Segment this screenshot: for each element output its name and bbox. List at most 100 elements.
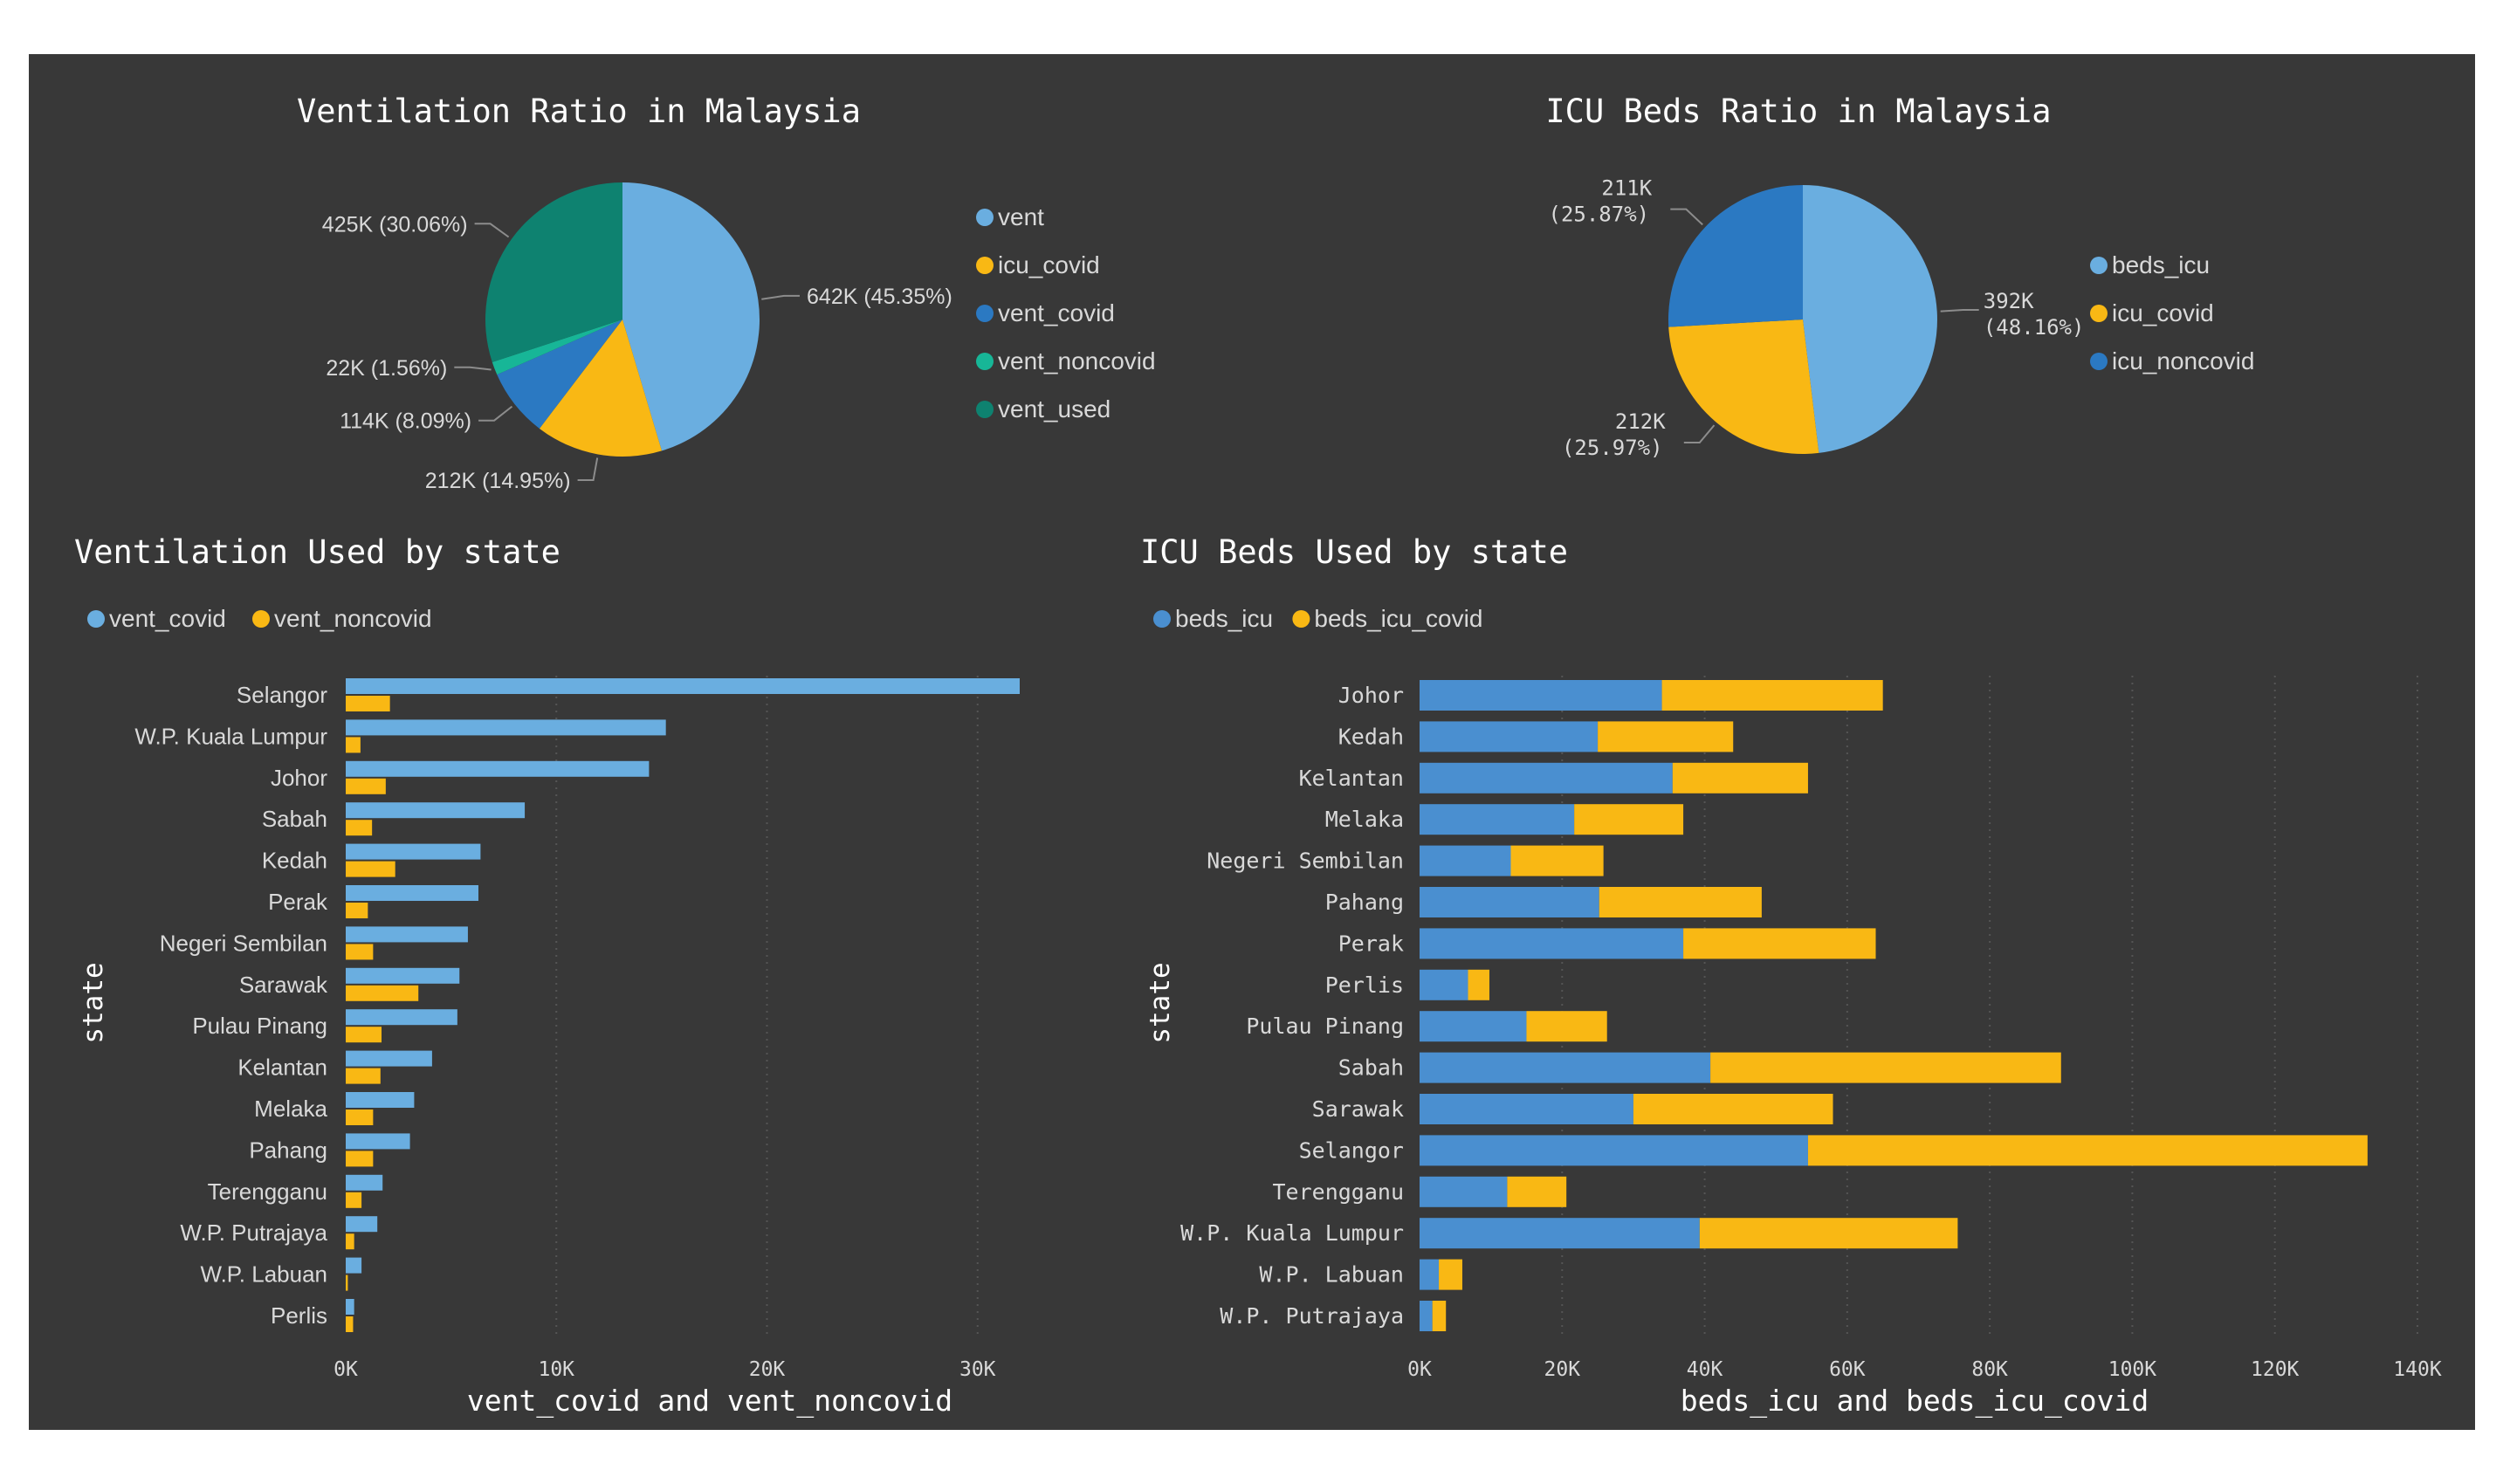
bar-beds-icu xyxy=(1420,887,1599,917)
pie-slice-vent-covid xyxy=(497,319,622,429)
category-label: Kedah xyxy=(1338,724,1404,749)
category-label: Pahang xyxy=(249,1137,327,1163)
pie-leader-line xyxy=(454,366,492,371)
x-tick-label: 100K xyxy=(2108,1358,2157,1381)
legend-marker xyxy=(976,209,994,226)
icu-bar-y-axis-title: state xyxy=(1145,962,1176,1043)
bar-vent-noncovid xyxy=(346,903,368,918)
bar-vent-noncovid xyxy=(346,1192,362,1208)
pie-data-label: 212K (14.95%) xyxy=(425,469,571,493)
bar-vent-covid xyxy=(346,843,481,860)
pie-leader-line xyxy=(577,457,599,481)
legend-marker xyxy=(976,353,994,370)
dashboard-canvas: Ventilation Ratio in Malaysia ICU Beds R… xyxy=(29,54,2475,1430)
pie-data-label-percent: (48.16%) xyxy=(1984,315,2085,340)
pie-data-label-percent: (25.87%) xyxy=(1549,203,1650,227)
bar-vent-noncovid xyxy=(346,1274,348,1291)
pie-leader-line xyxy=(474,223,510,238)
bar-vent-noncovid xyxy=(346,1316,354,1332)
bar-vent-noncovid xyxy=(346,737,361,753)
category-label: Johor xyxy=(1338,683,1404,708)
pie-slice-vent-noncovid xyxy=(492,319,622,375)
pie-slice-vent-used xyxy=(485,182,622,362)
ventilation-pie-title: Ventilation Ratio in Malaysia xyxy=(297,93,861,130)
x-tick-label: 20K xyxy=(749,1358,786,1381)
icu-pie-title: ICU Beds Ratio in Malaysia xyxy=(1545,93,2051,130)
category-label: Perlis xyxy=(1325,972,1404,998)
category-label: W.P. Labuan xyxy=(200,1261,327,1288)
category-label: W.P. Labuan xyxy=(1259,1262,1404,1288)
legend-label: icu_noncovid xyxy=(2112,347,2254,374)
bar-vent-noncovid xyxy=(346,1068,381,1084)
category-label: Perak xyxy=(1338,931,1404,956)
legend-label: beds_icu_covid xyxy=(1314,605,1482,632)
category-label: Sarawak xyxy=(1312,1096,1404,1122)
bar-beds-icu-covid xyxy=(1432,1301,1447,1331)
x-tick-label: 60K xyxy=(1829,1358,1866,1381)
ventilation-bar-title: Ventilation Used by state xyxy=(74,533,560,571)
bar-beds-icu-covid xyxy=(1683,928,1876,959)
pie-slice-beds-icu xyxy=(1803,185,1937,453)
bar-beds-icu-covid xyxy=(1574,804,1684,835)
bar-vent-covid xyxy=(346,926,468,943)
pie-slice-icu-covid xyxy=(539,319,663,457)
category-label: Sarawak xyxy=(239,972,328,998)
bar-beds-icu xyxy=(1420,721,1599,752)
category-label: Melaka xyxy=(254,1096,327,1122)
category-label: Negeri Sembilan xyxy=(160,930,327,956)
dashboard-svg: Ventilation Ratio in Malaysia ICU Beds R… xyxy=(74,93,2442,1419)
legend-marker xyxy=(976,401,994,418)
bar-beds-icu xyxy=(1420,762,1673,794)
bar-vent-noncovid xyxy=(346,1151,374,1167)
pie-data-label: 425K (30.06%) xyxy=(322,212,468,237)
category-label: W.P. Kuala Lumpur xyxy=(1180,1220,1404,1246)
bar-vent-noncovid xyxy=(346,944,374,960)
category-label: Johor xyxy=(271,765,327,791)
legend-marker xyxy=(87,610,105,628)
legend-marker xyxy=(2090,353,2108,370)
bar-chart-2: 0K 20K 40K 60K 80K 100K 120K 140K beds_icu beds_i… xyxy=(1153,605,2442,1381)
icu-bar-x-axis-title: beds_icu and beds_icu_covid xyxy=(1681,1384,2149,1419)
bar-beds-icu xyxy=(1420,1011,1527,1042)
x-tick-label: 140K xyxy=(2393,1358,2442,1381)
bar-beds-icu xyxy=(1420,1094,1633,1124)
legend-label: beds_icu xyxy=(1175,605,1273,632)
legend-marker xyxy=(2090,305,2108,322)
bar-vent-covid xyxy=(346,1092,415,1108)
bar-beds-icu xyxy=(1420,1135,1808,1166)
bar-vent-noncovid xyxy=(346,985,419,1001)
legend-label: vent_noncovid xyxy=(274,605,432,632)
pie-data-label: 22K (1.56%) xyxy=(326,356,447,381)
bar-beds-icu-covid xyxy=(1807,1135,2368,1166)
legend-marker xyxy=(976,257,994,274)
pie-leader-line xyxy=(1683,424,1716,443)
category-label: W.P. Putrajaya xyxy=(1220,1303,1404,1329)
category-label: Selangor xyxy=(237,682,327,708)
legend-label: beds_icu xyxy=(2112,251,2210,278)
bar-beds-icu-covid xyxy=(1710,1052,2061,1083)
pie-leader-line xyxy=(761,294,800,300)
bar-vent-covid xyxy=(346,1009,457,1026)
bar-beds-icu xyxy=(1420,804,1575,835)
bar-vent-noncovid xyxy=(346,861,395,877)
pie-data-label: 642K (45.35%) xyxy=(807,285,952,309)
x-tick-label: 0K xyxy=(1407,1358,1432,1381)
bar-vent-covid xyxy=(346,1216,378,1233)
category-label: Pulau Pinang xyxy=(1246,1013,1404,1039)
category-label: W.P. Putrajaya xyxy=(180,1219,327,1246)
legend-label: vent_noncovid xyxy=(998,347,1156,374)
pie-data-label-value: 392K xyxy=(1984,289,2034,313)
bar-beds-icu-covid xyxy=(1672,762,1808,794)
pie-data-label-percent: (25.97%) xyxy=(1562,436,1663,460)
bar-vent-covid xyxy=(346,802,526,819)
category-label: Pahang xyxy=(1325,890,1404,915)
category-label: Perak xyxy=(268,889,328,915)
bar-beds-icu xyxy=(1420,1218,1700,1249)
category-label: Selangor xyxy=(1299,1137,1404,1163)
x-tick-label: 20K xyxy=(1544,1358,1581,1381)
pie-data-label-value: 211K xyxy=(1601,176,1652,201)
bar-chart-1: 0K 10K 20K 30K vent_covid vent_noncovid Selang… xyxy=(87,605,1020,1381)
x-tick-label: 40K xyxy=(1687,1358,1723,1381)
bar-vent-covid xyxy=(346,1299,354,1315)
pie-leader-line xyxy=(1940,309,1979,313)
